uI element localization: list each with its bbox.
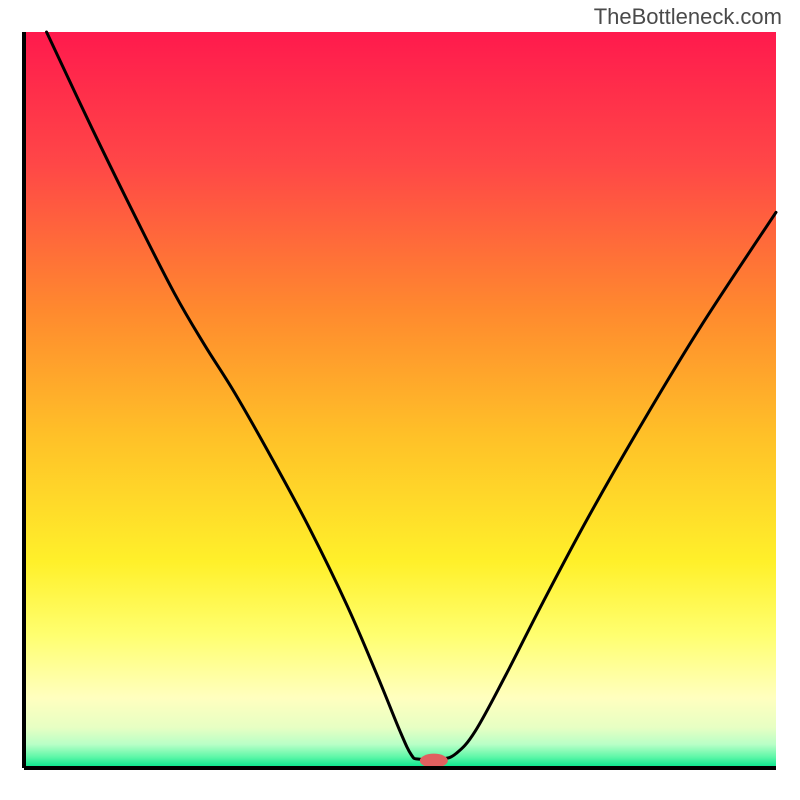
chart-background: [24, 32, 776, 768]
chart-svg: [0, 0, 800, 800]
bottleneck-chart: [0, 0, 800, 800]
minimum-marker: [420, 754, 448, 768]
watermark-text: TheBottleneck.com: [594, 4, 782, 30]
